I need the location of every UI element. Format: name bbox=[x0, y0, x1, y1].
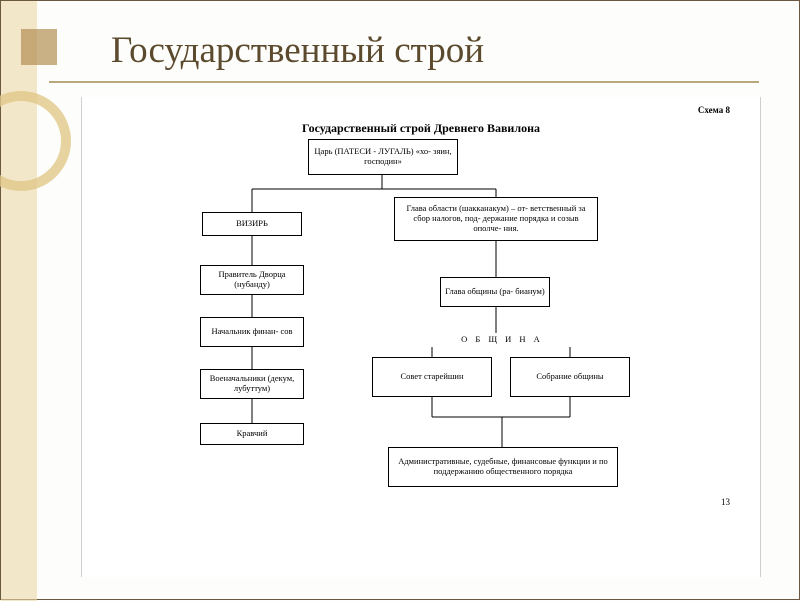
node-elders-council: Совет старейшин bbox=[372, 357, 492, 397]
node-vizier: ВИЗИРЬ bbox=[202, 212, 302, 236]
slide-decor-square bbox=[21, 29, 57, 65]
node-functions: Административные, судебные, финансовые ф… bbox=[388, 447, 618, 487]
node-commanders: Военачальники (декум, лубуттум) bbox=[200, 369, 304, 399]
node-commune-title: О Б Щ И Н А bbox=[422, 333, 582, 347]
title-underline bbox=[49, 81, 759, 83]
diagram-paper: Схема 8 Государственный строй Древнего В… bbox=[81, 97, 761, 577]
scheme-label: Схема 8 bbox=[698, 105, 730, 115]
node-tsar: Царь (ПАТЕСИ - ЛУГАЛЬ) «хо- зяин, господ… bbox=[308, 139, 458, 175]
node-assembly: Собрание общины bbox=[510, 357, 630, 397]
node-finance-chief: Начальник финан- сов bbox=[200, 317, 304, 347]
node-governor: Глава области (шакканакум) – от- ветстве… bbox=[394, 197, 598, 241]
slide-decor-ring bbox=[0, 91, 71, 191]
slide-title: Государственный строй bbox=[111, 29, 484, 72]
node-cupbearer: Кравчий bbox=[200, 423, 304, 445]
node-palace-ruler: Правитель Дворца (нубанду) bbox=[200, 265, 304, 295]
chart-title: Государственный строй Древнего Вавилона bbox=[82, 121, 760, 136]
page-number: 13 bbox=[721, 497, 730, 507]
node-commune-head: Глава общины (ра- бианум) bbox=[440, 277, 550, 307]
